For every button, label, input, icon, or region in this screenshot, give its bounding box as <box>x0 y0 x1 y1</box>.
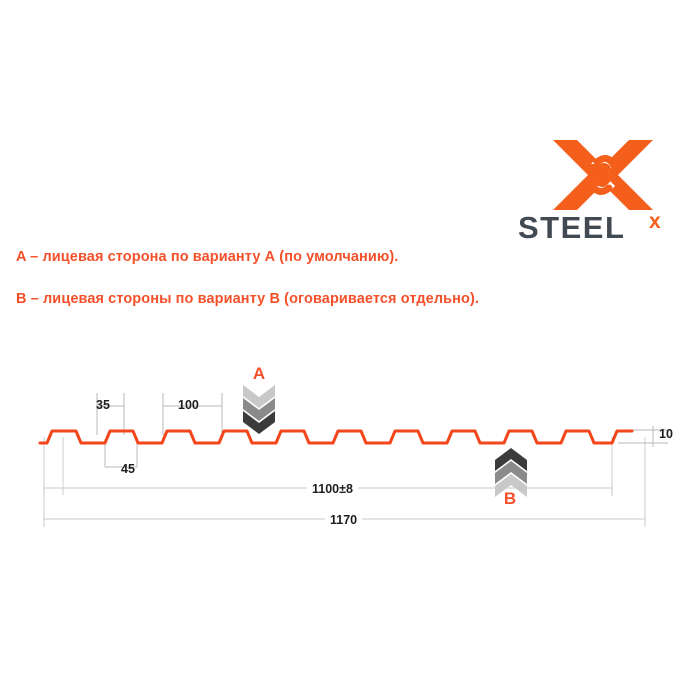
corrugation-profile-line <box>38 429 634 445</box>
dimension-label-rib-pitch: 100 <box>178 398 199 412</box>
dimension-100 <box>162 393 223 435</box>
chevron-up-stack-icon <box>492 447 530 504</box>
dimension-label-working-width: 1100±8 <box>307 482 358 496</box>
marker-a-label: A <box>252 364 266 383</box>
dimension-label-total-width: 1170 <box>325 513 363 527</box>
caption-variant-a: A – лицевая сторона по варианту А (по ум… <box>16 249 399 265</box>
brand-superscript-text: x <box>649 210 661 233</box>
profile-cross-section-drawing <box>0 355 700 555</box>
dimension-label-rib-base-width: 45 <box>121 462 135 476</box>
chevron-down-stack-icon <box>240 383 278 440</box>
brand-logo: STEEL x <box>518 140 688 250</box>
marker-b-label: B <box>503 489 517 508</box>
extension-lines <box>43 437 646 523</box>
dimension-label-rib-top-width: 35 <box>96 398 110 412</box>
brand-wordmark: STEEL x <box>518 208 688 248</box>
steelx-x-logo-icon <box>553 140 653 210</box>
dimension-35 <box>96 393 125 435</box>
dimension-label-profile-height: 10 <box>659 427 673 441</box>
brand-name-text: STEEL <box>518 210 625 245</box>
caption-variant-b: B – лицевая стороны по варианту B (огова… <box>16 291 480 307</box>
